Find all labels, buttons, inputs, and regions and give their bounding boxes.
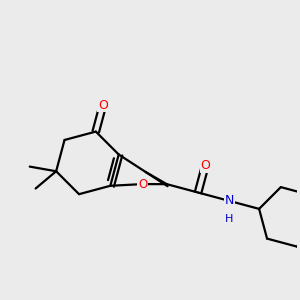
Text: O: O: [200, 159, 210, 172]
Text: O: O: [98, 98, 108, 112]
Text: H: H: [225, 214, 234, 224]
Text: N: N: [225, 194, 234, 207]
Text: O: O: [138, 178, 147, 190]
